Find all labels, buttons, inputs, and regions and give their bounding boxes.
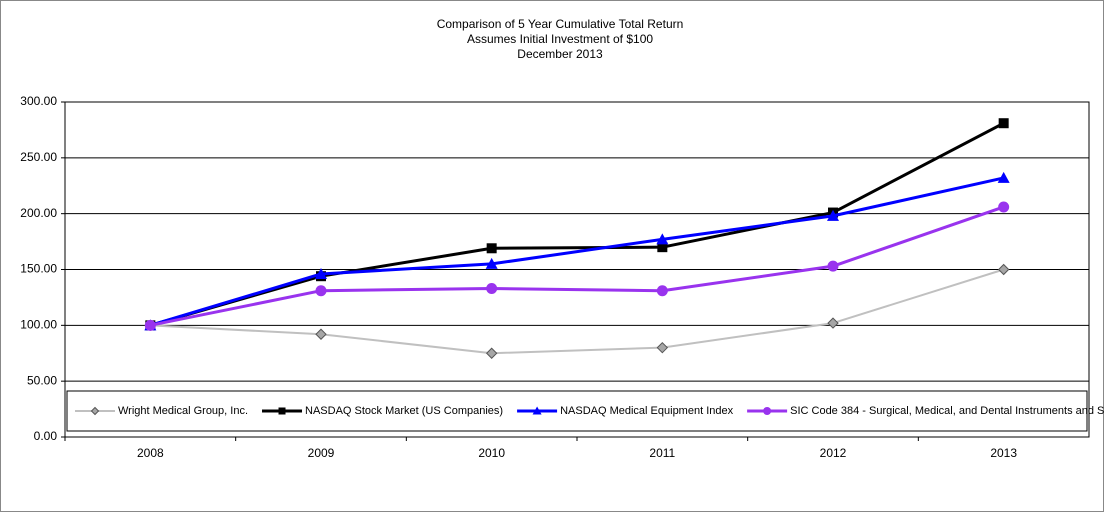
marker — [485, 347, 498, 359]
marker — [486, 282, 498, 294]
marker — [997, 263, 1010, 276]
x-tick-label: 2009 — [308, 446, 335, 460]
series-line — [149, 121, 1005, 327]
series-line — [150, 268, 1004, 355]
marker — [144, 319, 156, 331]
legend-box — [66, 390, 1088, 432]
x-tick-label: 2010 — [478, 446, 505, 460]
y-tick-label: 250.00 — [20, 150, 57, 164]
marker — [656, 285, 668, 297]
legend-label: Wright Medical Group, Inc. — [118, 405, 248, 417]
marker — [315, 285, 327, 297]
marker — [315, 328, 327, 340]
x-tick-label: 2011 — [649, 446, 675, 460]
marker — [997, 171, 1010, 183]
marker — [827, 209, 839, 221]
chart-title: Comparison of 5 Year Cumulative Total Re… — [437, 17, 684, 31]
marker — [656, 233, 669, 245]
marker — [486, 243, 497, 254]
y-tick-label: 0.00 — [34, 429, 58, 443]
legend-label: NASDAQ Medical Equipment Index — [560, 405, 734, 417]
series-line — [149, 176, 1004, 327]
y-tick-label: 300.00 — [20, 94, 57, 108]
legend-label: NASDAQ Stock Market (US Companies) — [305, 405, 503, 417]
marker — [827, 260, 839, 272]
y-tick-label: 150.00 — [20, 262, 57, 276]
marker — [998, 201, 1010, 213]
marker — [485, 257, 498, 269]
x-tick-label: 2008 — [137, 446, 164, 460]
marker — [657, 242, 668, 253]
marker — [278, 407, 286, 415]
marker — [656, 341, 669, 354]
y-tick-label: 200.00 — [20, 206, 57, 220]
y-tick-label: 50.00 — [27, 373, 57, 387]
marker — [532, 406, 542, 415]
marker — [998, 118, 1009, 129]
chart-subtitle: Assumes Initial Investment of $100 — [467, 32, 653, 46]
x-tick-label: 2013 — [990, 446, 1017, 460]
legend-label: SIC Code 384 - Surgical, Medical, and De… — [790, 405, 1104, 417]
legend: Wright Medical Group, Inc. NASDAQ Stock M… — [66, 390, 1104, 432]
chart-subtitle: December 2013 — [517, 47, 603, 61]
y-tick-label: 100.00 — [20, 318, 57, 332]
marker — [827, 317, 839, 329]
marker — [90, 406, 100, 416]
series-line — [150, 205, 1005, 327]
marker — [763, 407, 772, 415]
x-tick-label: 2012 — [820, 446, 847, 460]
marker — [315, 267, 327, 279]
